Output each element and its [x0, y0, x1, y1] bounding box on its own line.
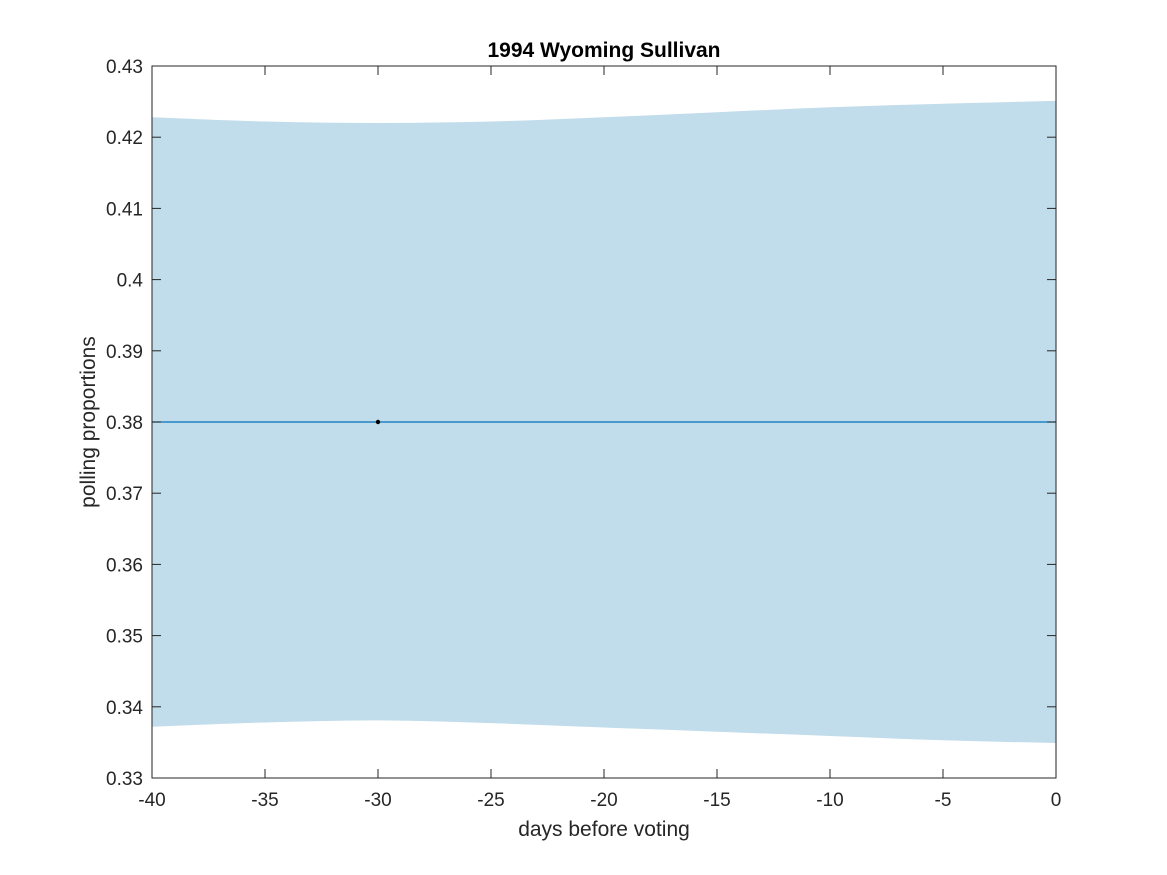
y-axis-ticks: 0.33 0.34 0.35 0.36 0.37 0.38 0.39 0.4 0.41 0.42 0…: [106, 57, 1056, 790]
x-axis-label: days before voting: [518, 818, 690, 841]
x-tick-label: -40: [138, 790, 165, 811]
y-tick-label: 0.38: [106, 413, 143, 434]
x-tick-label: -25: [477, 790, 504, 811]
y-tick-label: 0.36: [106, 555, 143, 576]
y-tick-label: 0.35: [106, 627, 143, 648]
y-tick-label: 0.34: [106, 698, 143, 719]
x-tick-label: -15: [703, 790, 730, 811]
y-tick-label: 0.37: [106, 484, 143, 505]
y-tick-label: 0.39: [106, 342, 143, 363]
x-tick-label: 0: [1051, 790, 1062, 811]
y-tick-label: 0.43: [106, 57, 143, 78]
x-tick-label: -20: [590, 790, 617, 811]
y-tick-label: 0.42: [106, 128, 143, 149]
chart-title: 1994 Wyoming Sullivan: [487, 39, 720, 62]
y-tick-label: 0.33: [106, 769, 143, 790]
x-tick-label: -10: [816, 790, 843, 811]
x-tick-label: -5: [935, 790, 952, 811]
y-tick-label: 0.41: [106, 199, 143, 220]
y-tick-label: 0.4: [117, 271, 144, 292]
data-point-layer: [375, 419, 381, 425]
poll-data-point: [375, 419, 381, 425]
x-tick-label: -35: [251, 790, 278, 811]
x-axis-ticks: -40 -35 -30 -25 -20 -15 -10 -5 0: [138, 66, 1061, 811]
y-axis-label: polling proportions: [77, 336, 100, 508]
x-tick-label: -30: [364, 790, 391, 811]
